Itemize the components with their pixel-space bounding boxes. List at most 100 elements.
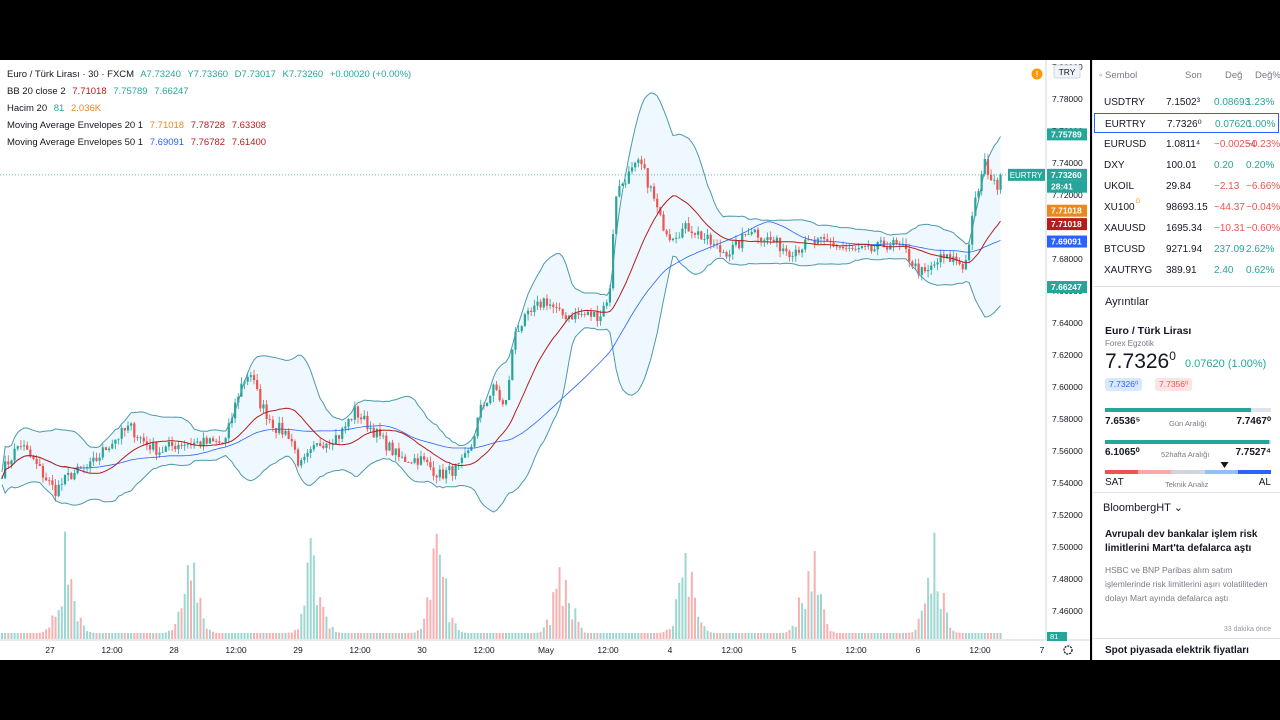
candle-body bbox=[684, 223, 687, 229]
volume-bar bbox=[766, 633, 769, 639]
candle-body bbox=[249, 375, 252, 377]
legend-mae50[interactable]: Moving Average Envelopes 50 1 7.69091 7.… bbox=[7, 137, 270, 148]
time-tick-label: 12:00 bbox=[597, 645, 619, 655]
ohlc-close: K7.73260 bbox=[282, 69, 324, 80]
watchlist-row-eurtry[interactable]: EURTRY 7.7326⁰ 0.07620 1.00% bbox=[1094, 113, 1279, 133]
candle-body bbox=[508, 379, 511, 400]
candle-body bbox=[870, 244, 873, 252]
volume-tag-bg bbox=[1047, 632, 1067, 641]
candle-body bbox=[536, 301, 539, 306]
ask-chip: 7.7356⁰ bbox=[1155, 378, 1193, 391]
header-deg-pct[interactable]: Değ% bbox=[1255, 70, 1280, 81]
volume-bar bbox=[297, 629, 300, 639]
time-tick-label: 4 bbox=[668, 645, 673, 655]
volume-bar bbox=[413, 632, 416, 639]
news-source[interactable]: BloombergHT ⌄ bbox=[1103, 502, 1183, 514]
volume-bar bbox=[523, 632, 526, 639]
volume-bar bbox=[410, 632, 413, 639]
volume-bar bbox=[356, 633, 359, 639]
volume-bar bbox=[801, 603, 804, 639]
watchlist-row-xauusd[interactable]: XAUUSD 1695.34 −10.31 −0.60% bbox=[1094, 218, 1280, 238]
legend-mae20[interactable]: Moving Average Envelopes 20 1 7.71018 7.… bbox=[7, 120, 270, 131]
candle-body bbox=[678, 237, 681, 239]
candle-body bbox=[457, 462, 460, 464]
volume-bar bbox=[542, 627, 545, 639]
volume-bar bbox=[914, 629, 917, 639]
watchlist-row-eurusd[interactable]: EURUSD 1.0811⁴ −0.00254 −0.23% bbox=[1094, 134, 1280, 154]
gear-icon[interactable] bbox=[1063, 645, 1073, 655]
candle-body bbox=[511, 349, 514, 380]
candle-body bbox=[167, 441, 171, 447]
time-tick-label: 12:00 bbox=[845, 645, 867, 655]
volume-bar bbox=[41, 632, 44, 639]
volume-bar bbox=[284, 632, 287, 639]
candle-body bbox=[961, 264, 964, 270]
volume-bar bbox=[322, 606, 325, 639]
volume-bar bbox=[533, 632, 536, 639]
candle-body bbox=[927, 269, 930, 272]
volume-bar bbox=[564, 579, 567, 639]
volume-bar bbox=[240, 633, 243, 639]
candle-body bbox=[665, 230, 668, 235]
watchlist-row-usdtry[interactable]: USDTRY 7.1502³ 0.08693 1.23% bbox=[1094, 92, 1279, 112]
volume-bar bbox=[656, 632, 659, 639]
watchlist-row-ukoil[interactable]: UKOIL 29.84 −2.13 −6.66% bbox=[1094, 176, 1280, 196]
candle-body bbox=[675, 237, 678, 239]
watchlist-row-xu100[interactable]: XU100 98693.15 −44.37 −0.04% D bbox=[1094, 197, 1280, 217]
header-sembol[interactable]: ◦ Sembol bbox=[1099, 70, 1138, 81]
volume-bar bbox=[905, 632, 908, 639]
news-body: HSBC ve BNP Paribas alım satım işlemleri… bbox=[1105, 565, 1268, 603]
news-headline[interactable]: Avrupalı dev bankalar işlem risk limitle… bbox=[1105, 529, 1258, 554]
volume-bar bbox=[249, 633, 252, 639]
candle-body bbox=[63, 474, 67, 485]
volume-bar bbox=[70, 579, 73, 639]
volume-bar bbox=[646, 632, 649, 639]
header-deg[interactable]: Değ bbox=[1225, 70, 1243, 81]
volume-bar bbox=[26, 632, 29, 639]
price-tick-label: 7.56000 bbox=[1052, 446, 1083, 456]
volume-bar bbox=[174, 623, 177, 639]
candle-body bbox=[341, 428, 344, 439]
candle-body bbox=[410, 462, 413, 464]
alert-icon[interactable] bbox=[1031, 68, 1043, 80]
volume-bar bbox=[253, 633, 255, 639]
candle-body bbox=[977, 191, 980, 198]
volume-bar bbox=[82, 625, 85, 639]
candle-body bbox=[719, 245, 722, 253]
candle-body bbox=[101, 447, 104, 458]
candle-body bbox=[347, 418, 350, 427]
candle-body bbox=[744, 233, 747, 235]
volume-bar bbox=[738, 633, 741, 639]
header-son[interactable]: Son bbox=[1185, 70, 1202, 81]
time-tick-label: 12:00 bbox=[101, 645, 123, 655]
news-headline-2[interactable]: Spot piyasada elektrik fiyatları bbox=[1105, 645, 1249, 656]
volume-bar bbox=[199, 597, 202, 639]
candle-body bbox=[467, 450, 470, 454]
watchlist-row-xautryg[interactable]: XAUTRYG 389.91 2.40 0.62% bbox=[1094, 260, 1279, 280]
watchlist-row-dxy[interactable]: DXY 100.01 0.20 0.20% bbox=[1094, 155, 1279, 175]
candle-body bbox=[990, 174, 993, 181]
technical-gauge[interactable] bbox=[1105, 462, 1271, 476]
volume-bar bbox=[23, 632, 26, 639]
volume-bar bbox=[505, 633, 507, 639]
volume-bar bbox=[580, 627, 583, 639]
volume-bar bbox=[101, 632, 104, 639]
candle-body bbox=[895, 239, 898, 244]
watchlist-last: 389.91 bbox=[1166, 265, 1197, 276]
candle-body bbox=[429, 462, 432, 468]
volume-bar bbox=[678, 582, 681, 639]
volume-bar bbox=[303, 605, 306, 639]
details-pair[interactable]: Euro / Türk Lirası bbox=[1105, 325, 1192, 337]
legend-volume[interactable]: Hacim 20 81 2.036K bbox=[7, 103, 105, 114]
candle-body bbox=[908, 249, 911, 262]
volume-bar bbox=[615, 633, 618, 639]
volume-bar bbox=[347, 632, 350, 639]
price-chart[interactable]: 7.46000 7.48000 7.50000 7.52000 7.54000 7.560… bbox=[0, 60, 1090, 660]
bollinger-upper-line bbox=[1, 92, 1001, 472]
volume-bar bbox=[391, 633, 394, 639]
chart-panel[interactable]: 7.46000 7.48000 7.50000 7.52000 7.54000 7.560… bbox=[0, 60, 1090, 660]
volume-bar bbox=[659, 632, 662, 639]
watchlist-row-btcusd[interactable]: BTCUSD 9271.94 237.09 2.62% bbox=[1094, 239, 1279, 259]
candle-body bbox=[111, 443, 114, 449]
legend-bb[interactable]: BB 20 close 2 7.71018 7.75789 7.66247 bbox=[7, 86, 193, 97]
